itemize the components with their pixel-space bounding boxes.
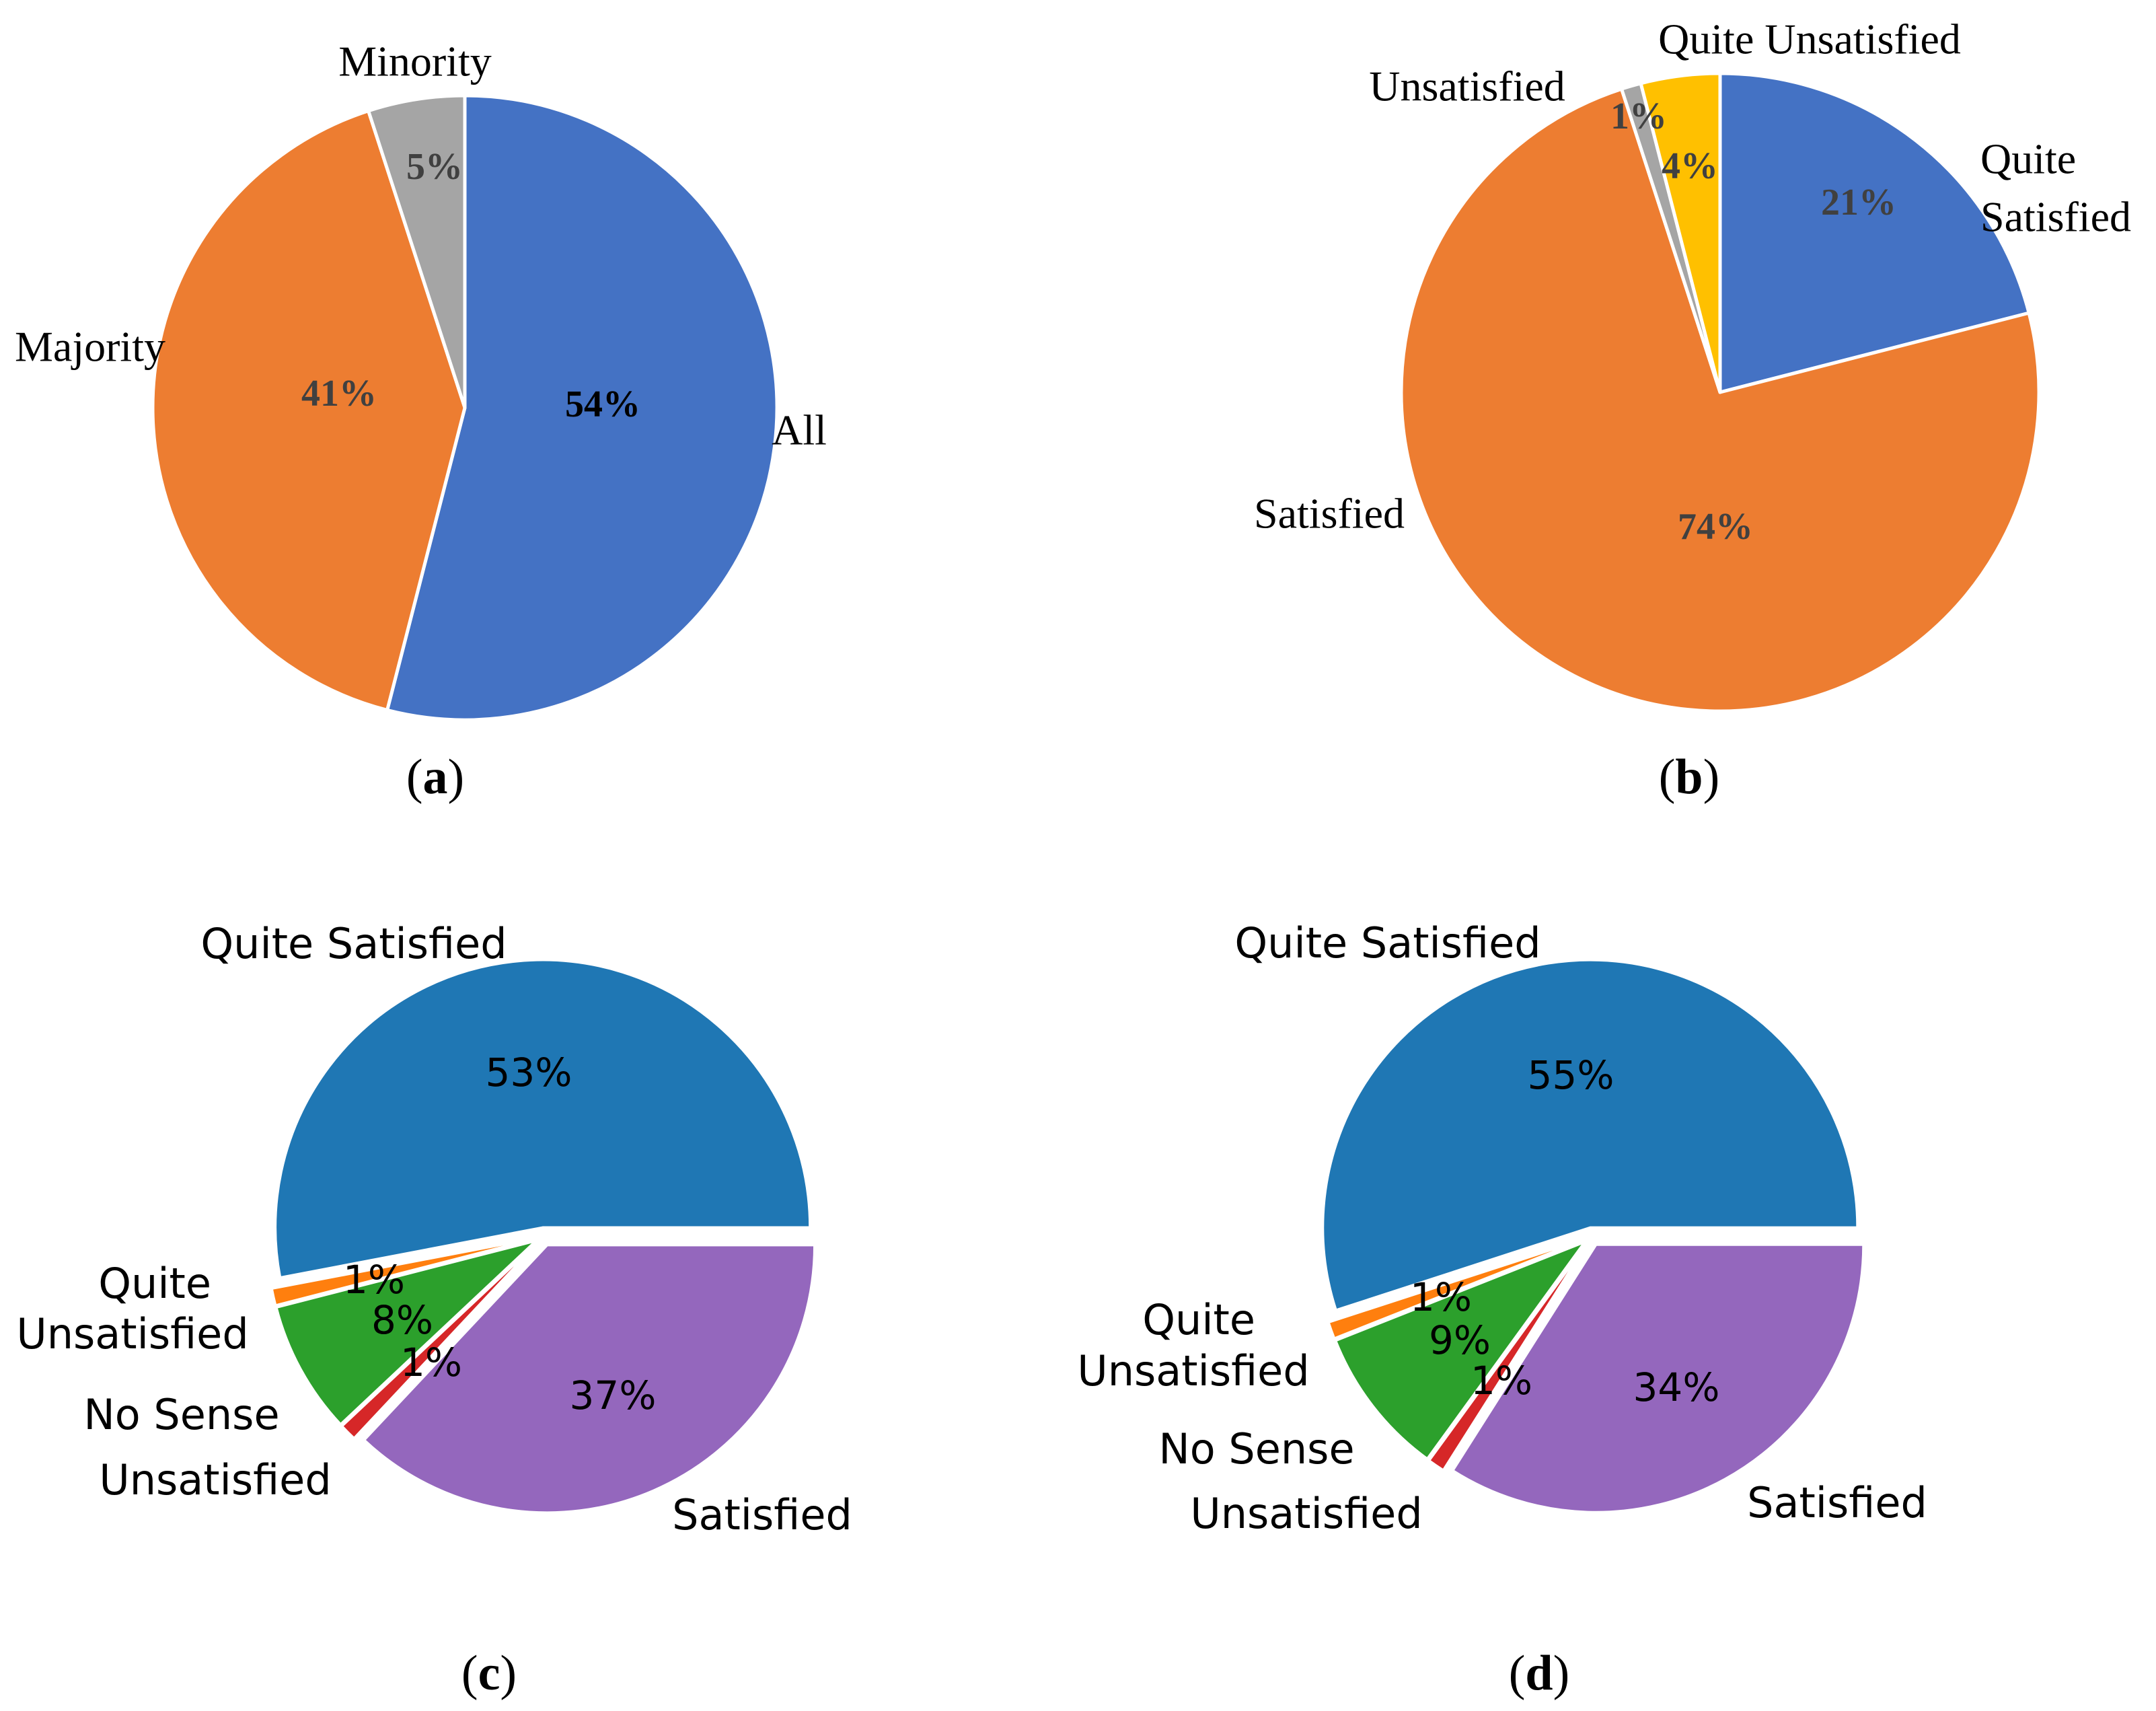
slice-label-b-quite-unsatisfied: Quite Unsatisfied <box>1658 15 1961 63</box>
pie-slice-d-unsatisfied <box>1428 1243 1588 1471</box>
percent-label-b-satisfied: 74% <box>1678 506 1753 548</box>
caption-b: (b) <box>1659 750 1719 805</box>
slice-label-d-unsatisfied: Unsatisfied <box>1190 1489 1422 1538</box>
percent-label-d-satisfied: 34% <box>1633 1364 1720 1410</box>
pie-slice-a-all <box>385 94 779 722</box>
slice-label-a-minority: Minority <box>338 38 492 85</box>
slice-label-d-satisfied: Satisfied <box>1747 1478 1927 1527</box>
caption-a: (a) <box>406 750 464 805</box>
pie-slice-b-quite-unsatisfied <box>1639 71 1722 394</box>
pie-slice-c-quite-satisfied <box>274 959 811 1278</box>
slice-label-a-majority: Majority <box>15 323 165 371</box>
percent-label-a-majority: 41% <box>301 373 377 414</box>
slice-label-c-quite-satisfied: Quite Satisfied <box>200 919 507 968</box>
percent-label-d-no-sense: 9% <box>1429 1317 1491 1363</box>
slice-label-b-unsatisfied: Unsatisfied <box>1369 63 1565 110</box>
slice-label-a-all: All <box>772 406 827 454</box>
percent-label-d-unsatisfied: 1% <box>1471 1358 1532 1404</box>
caption-d: (d) <box>1509 1646 1569 1701</box>
percent-label-b-quite-satisfied: 21% <box>1821 182 1896 223</box>
percent-label-a-all: 54% <box>565 384 640 425</box>
pie-chart-b: Quite Satisfied Satisfied Unsatisfied Quite … <box>1254 15 2131 805</box>
pie-slice-d-quite-unsatisfied <box>1327 1239 1584 1340</box>
percent-label-c-satisfied: 37% <box>570 1373 657 1418</box>
percent-label-c-quite-unsatisfied: 1% <box>343 1257 405 1303</box>
percent-label-b-unsatisfied: 1% <box>1610 96 1667 137</box>
percent-label-c-no-sense: 8% <box>371 1297 433 1343</box>
slice-label-d-no-sense: No Sense <box>1158 1424 1354 1473</box>
pie-slice-b-quite-satisfied <box>1718 71 2031 394</box>
pie-chart-a: All Majority Minority 54% 41% 5% (a) <box>15 38 827 805</box>
slice-label-c-satisfied: Satisfied <box>672 1490 852 1539</box>
caption-c: (c) <box>461 1646 517 1701</box>
pie-slice-c-quite-unsatisfied <box>270 1237 535 1307</box>
percent-label-d-quite-satisfied: 55% <box>1528 1052 1614 1098</box>
pie-slice-b-satisfied <box>1399 87 2041 713</box>
pie-slice-d-satisfied <box>1452 1243 1865 1513</box>
slice-label-b-satisfied: Satisfied <box>1254 490 1405 538</box>
slice-label-d-quite-unsatisfied: Quite Unsatisfied <box>1077 1295 1309 1395</box>
slice-label-c-unsatisfied: Unsatisfied <box>99 1455 331 1504</box>
percent-label-a-minority: 5% <box>406 146 463 188</box>
slice-label-c-no-sense: No Sense <box>83 1390 279 1439</box>
slice-label-d-quite-satisfied: Quite Satisfied <box>1234 918 1540 968</box>
pie-chart-c: Quite Satisfied Quite Unsatisfied No Sense U… <box>16 919 852 1701</box>
percent-label-d-quite-unsatisfied: 1% <box>1410 1274 1472 1320</box>
pie-slice-c-unsatisfied <box>341 1242 538 1439</box>
slice-label-b-quite-satisfied: Quite Satisfied <box>1980 135 2131 241</box>
pie-slice-c-satisfied <box>363 1244 816 1514</box>
slice-label-c-quite-unsatisfied: Quite Unsatisfied <box>16 1259 248 1358</box>
pie-slice-c-no-sense <box>275 1240 537 1426</box>
percent-label-b-quite-unsatisfied: 4% <box>1662 145 1718 187</box>
pie-slice-a-minority <box>367 94 467 410</box>
pie-slice-d-quite-satisfied <box>1322 959 1859 1311</box>
percent-label-c-unsatisfied: 1% <box>400 1340 462 1385</box>
pie-slice-a-majority <box>151 109 467 712</box>
pie-chart-d: Quite Satisfied Quite Unsatisfied No Sense U… <box>1077 918 1927 1701</box>
percent-label-c-quite-satisfied: 53% <box>486 1050 572 1095</box>
pie-slice-d-no-sense <box>1335 1241 1586 1460</box>
